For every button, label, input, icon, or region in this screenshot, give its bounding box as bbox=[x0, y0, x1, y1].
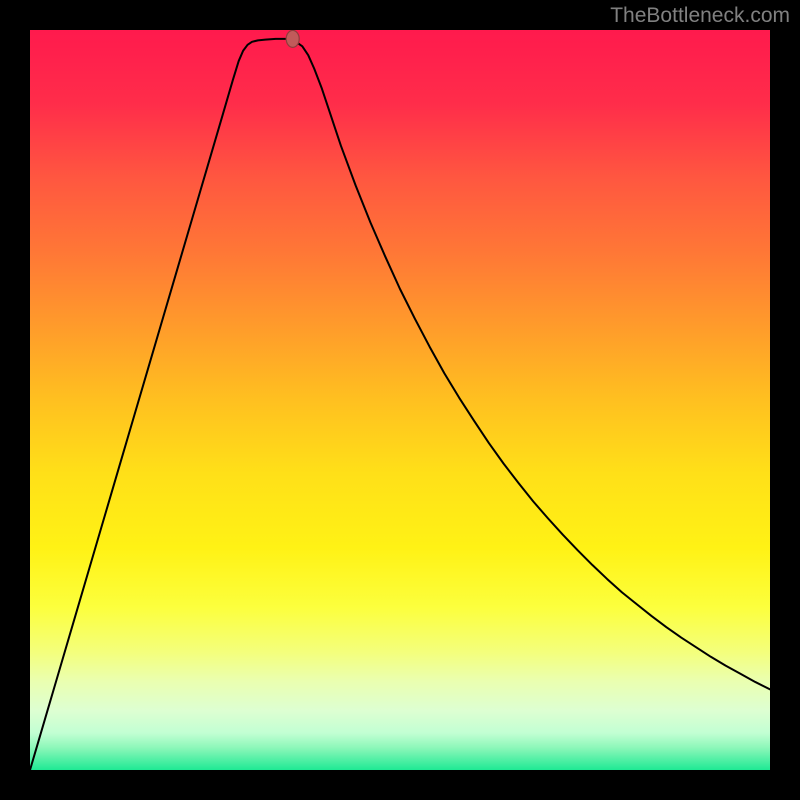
gradient-background bbox=[30, 30, 770, 770]
optimum-marker bbox=[286, 30, 299, 47]
watermark-text: TheBottleneck.com bbox=[610, 4, 790, 28]
chart-svg bbox=[30, 30, 770, 770]
chart-container: TheBottleneck.com bbox=[0, 0, 800, 800]
plot-area bbox=[30, 30, 770, 770]
